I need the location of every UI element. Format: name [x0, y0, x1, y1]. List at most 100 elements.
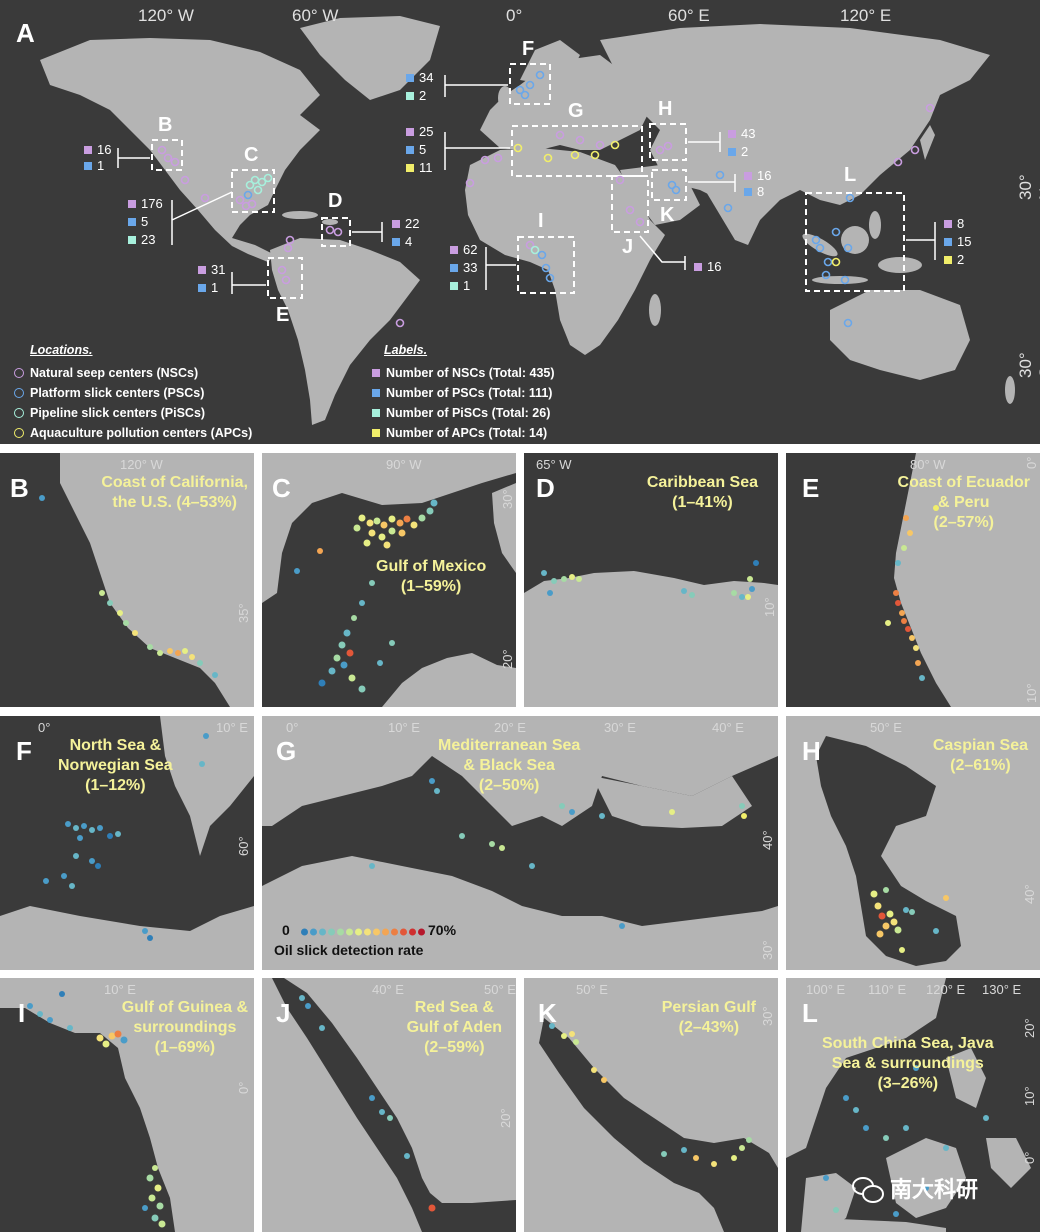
count-h-psc: 2	[728, 144, 748, 159]
legend-item: Number of NSCs (Total: 435)	[372, 363, 555, 383]
panel-g-mediterranean: G Mediterranean Sea & Black Sea (2–50%) …	[262, 716, 778, 970]
panel-l-south-china-sea: L South China Sea, Java Sea & surroundin…	[786, 978, 1040, 1232]
psc-square-icon	[84, 161, 92, 170]
count-g-psc: 5	[406, 142, 426, 157]
slick-dots	[294, 499, 438, 693]
nsc-square-icon	[744, 171, 752, 180]
lon-tick: 10° E	[388, 720, 420, 735]
panel-h-map	[786, 716, 1040, 970]
lat-tick: 40° N	[1022, 884, 1040, 904]
lon-tick: 60° E	[668, 6, 710, 25]
count-j-nsc: 16	[694, 259, 721, 274]
box-h	[649, 123, 687, 161]
psc-square-icon	[450, 263, 458, 272]
panel-b-california: B Coast of California, the U.S. (4–53%) …	[0, 453, 254, 707]
lat-tick: 30° N	[1016, 174, 1040, 200]
panel-k-map	[524, 978, 778, 1232]
panel-label: G	[276, 736, 297, 766]
count-l-nsc: 8	[944, 216, 964, 231]
box-i	[517, 236, 575, 294]
count-c-psc: 5	[128, 214, 148, 229]
lon-tick: 120° E	[840, 6, 892, 25]
panel-title: Red Sea & Gulf of Aden (2–59%)	[406, 999, 502, 1056]
panel-label: C	[272, 473, 291, 503]
pisc-square-icon	[372, 409, 380, 417]
connector-lines	[117, 75, 936, 294]
lon-tick: 120° W	[120, 457, 163, 472]
panel-b-map	[39, 453, 254, 707]
nsc-square-icon	[694, 262, 702, 271]
count-c-nsc: 176	[128, 196, 163, 211]
count-i-psc: 33	[450, 260, 477, 275]
panel-title: South China Sea, Java Sea & surroundings…	[822, 1035, 994, 1092]
colorbar-dot	[346, 928, 353, 936]
colorbar-dot	[355, 928, 362, 936]
panel-c-map	[262, 453, 516, 707]
count-d-nsc: 22	[392, 216, 419, 231]
legend-item: Natural seep centers (NSCs)	[14, 363, 252, 383]
panel-label: H	[802, 736, 821, 766]
panel-c-gulf-of-mexico: C Gulf of Mexico (1–59%) 90° W 30° N 20°…	[262, 453, 516, 707]
lat-tick: 0°	[236, 1081, 251, 1094]
count-e-nsc: 31	[198, 262, 225, 277]
colorbar-dot	[310, 928, 317, 936]
box-l	[805, 192, 905, 292]
count-i-nsc: 62	[450, 242, 477, 257]
lon-tick: 10° E	[216, 720, 248, 735]
slick-dots	[369, 778, 747, 929]
box-j	[611, 175, 649, 233]
pisc-square-icon	[128, 235, 136, 244]
lon-tick: 0°	[38, 720, 51, 735]
lon-tick: 50° E	[484, 982, 516, 997]
panel-g-map	[262, 716, 778, 970]
panel-title: Mediterranean Sea & Black Sea (2–50%)	[438, 737, 581, 794]
lon-tick: 10° E	[104, 982, 136, 997]
colorbar-max-label: 70%	[428, 922, 457, 938]
box-label-b: B	[158, 114, 173, 136]
lat-tick: 30° N	[760, 1006, 778, 1026]
panel-title: Caspian Sea (2–61%)	[932, 737, 1028, 774]
panel-e-map	[885, 453, 1040, 707]
lon-tick: 60° W	[292, 6, 339, 25]
legend-item: Pipeline slick centers (PiSCs)	[14, 403, 252, 423]
panel-label: E	[802, 473, 820, 503]
apc-square-icon	[406, 163, 414, 172]
count-f-pisc: 2	[406, 88, 426, 103]
slick-dots	[39, 495, 218, 678]
labels-legend: Labels. Number of NSCs (Total: 435) Numb…	[372, 343, 555, 443]
panel-title: Coast of Ecuador & Peru (2–57%)	[897, 474, 1030, 531]
psc-square-icon	[406, 73, 414, 82]
colorbar-dot	[328, 928, 335, 936]
world-map-svg	[40, 16, 1015, 425]
psc-square-icon	[198, 283, 206, 292]
colorbar-dot	[391, 928, 398, 936]
count-k-psc: 8	[744, 184, 764, 199]
panel-f-map	[0, 716, 254, 970]
legend-item: Number of PiSCs (Total: 26)	[372, 403, 555, 423]
apc-square-icon	[944, 255, 952, 264]
lon-tick: 80° W	[910, 457, 946, 472]
slick-dots	[299, 995, 436, 1212]
panel-k-persian-gulf: K Persian Gulf (2–43%) 50° E 30° N	[524, 978, 778, 1232]
lon-tick: 120° E	[926, 982, 966, 997]
nsc-square-icon	[450, 245, 458, 254]
nsc-square-icon	[406, 127, 414, 136]
lon-tick: 30° E	[604, 720, 636, 735]
colorbar-svg	[301, 928, 425, 936]
lat-tick: 40° N	[760, 830, 778, 850]
lat-tick: 60° N	[236, 836, 254, 856]
box-f	[509, 63, 551, 105]
lon-tick: 40° E	[372, 982, 404, 997]
panel-label: A	[16, 18, 35, 48]
panel-title: North Sea & Norwegian Sea (1–12%)	[58, 737, 173, 794]
legend-item: Number of PSCs (Total: 111)	[372, 383, 555, 403]
colorbar-dot	[418, 928, 425, 936]
lat-tick: 20° N	[500, 649, 516, 669]
lat-tick: 30° S	[1016, 352, 1040, 378]
count-h-nsc: 43	[728, 126, 755, 141]
lat-tick: 0°	[1024, 456, 1039, 469]
panel-i-gulf-of-guinea: I Gulf of Guinea & surroundings (1–69%) …	[0, 978, 254, 1232]
slick-dots	[541, 560, 759, 600]
watermark: 南大科研	[852, 1172, 978, 1204]
nsc-square-icon	[198, 265, 206, 274]
